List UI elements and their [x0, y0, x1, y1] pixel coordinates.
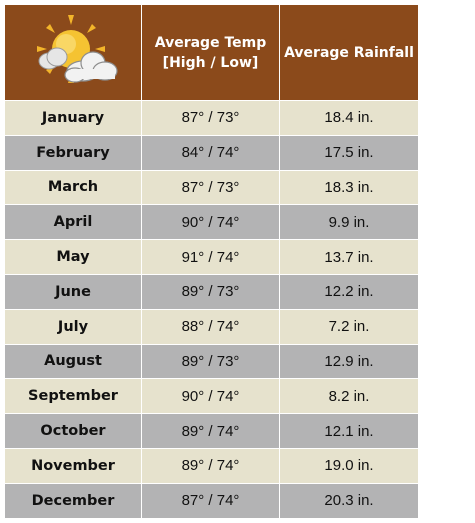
month-cell: May [5, 240, 142, 275]
header-avg-temp: Average Temp [High / Low] [142, 5, 280, 101]
rainfall-cell: 19.0 in. [280, 448, 418, 484]
temp-cell: 90° / 74° [142, 205, 280, 241]
rainfall-cell: 9.9 in. [280, 205, 418, 241]
temp-cell: 89° / 74° [142, 448, 280, 484]
header-rain-label: Average Rainfall [284, 44, 414, 61]
month-cell: June [5, 274, 142, 310]
month-cell: October [5, 414, 142, 449]
table-row: June 89° / 73° 12.2 in. [5, 274, 418, 310]
table-header: Average Temp [High / Low] Average Rainfa… [5, 5, 418, 101]
table-row: November 89° / 74° 19.0 in. [5, 448, 418, 484]
temp-cell: 84° / 74° [142, 135, 280, 171]
table-body: January 87° / 73° 18.4 in. February 84° / 74… [5, 101, 418, 519]
rainfall-cell: 12.1 in. [280, 414, 418, 449]
month-cell: November [5, 448, 142, 484]
month-cell: February [5, 135, 142, 171]
temp-cell: 88° / 74° [142, 309, 280, 345]
rainfall-cell: 7.2 in. [280, 309, 418, 345]
temp-cell: 87° / 73° [142, 101, 280, 136]
partly-sunny-icon [5, 5, 142, 101]
month-cell: March [5, 170, 142, 206]
month-cell: December [5, 483, 142, 519]
month-cell: January [5, 101, 142, 136]
rainfall-cell: 13.7 in. [280, 240, 418, 275]
month-cell: July [5, 309, 142, 345]
header-temp-sub: [High / Low] [162, 54, 259, 71]
table-row: April 90° / 74° 9.9 in. [5, 205, 418, 241]
rainfall-cell: 20.3 in. [280, 483, 418, 519]
temp-cell: 89° / 73° [142, 344, 280, 380]
month-cell: April [5, 205, 142, 241]
table-row: March 87° / 73° 18.3 in. [5, 170, 418, 206]
temp-cell: 90° / 74° [142, 379, 280, 415]
table-row: October 89° / 74° 12.1 in. [5, 414, 418, 449]
table-row: December 87° / 74° 20.3 in. [5, 483, 418, 519]
header-temp-label: Average Temp [154, 34, 267, 51]
temp-cell: 89° / 74° [142, 414, 280, 449]
rainfall-cell: 17.5 in. [280, 135, 418, 171]
rainfall-cell: 18.3 in. [280, 170, 418, 206]
temp-cell: 89° / 73° [142, 274, 280, 310]
temp-cell: 87° / 73° [142, 170, 280, 206]
climate-table: Average Temp [High / Low] Average Rainfa… [5, 5, 418, 519]
rainfall-cell: 8.2 in. [280, 379, 418, 415]
table-row: August 89° / 73° 12.9 in. [5, 344, 418, 380]
temp-cell: 91° / 74° [142, 240, 280, 275]
month-cell: August [5, 344, 142, 380]
rainfall-cell: 12.9 in. [280, 344, 418, 380]
table-row: May 91° / 74° 13.7 in. [5, 240, 418, 275]
header-avg-rainfall: Average Rainfall [280, 5, 418, 101]
table-row: February 84° / 74° 17.5 in. [5, 135, 418, 171]
rainfall-cell: 12.2 in. [280, 274, 418, 310]
temp-cell: 87° / 74° [142, 483, 280, 519]
table-row: September 90° / 74° 8.2 in. [5, 379, 418, 415]
header-icon-cell [5, 5, 142, 101]
table-row: January 87° / 73° 18.4 in. [5, 101, 418, 136]
month-cell: September [5, 379, 142, 415]
table-row: July 88° / 74° 7.2 in. [5, 309, 418, 345]
rainfall-cell: 18.4 in. [280, 101, 418, 136]
